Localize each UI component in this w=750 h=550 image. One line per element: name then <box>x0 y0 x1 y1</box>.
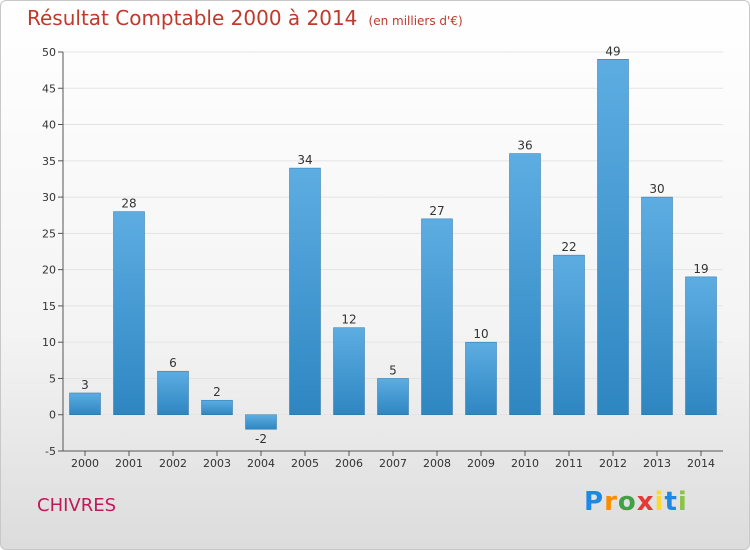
y-tick-label: 20 <box>42 264 56 277</box>
y-tick-label: 35 <box>42 155 56 168</box>
y-tick-label: 15 <box>42 300 56 313</box>
x-tick-label-2010: 2010 <box>511 457 539 470</box>
bar-2002 <box>157 370 189 415</box>
logo-letter: P <box>584 487 605 517</box>
y-tick-label: 25 <box>42 227 56 240</box>
value-label-2005: 34 <box>297 153 312 167</box>
y-tick-label: 40 <box>42 119 56 132</box>
y-tick-label: 10 <box>42 336 56 349</box>
bar-2009 <box>465 341 497 415</box>
x-tick-label-2000: 2000 <box>71 457 99 470</box>
x-tick-label-2003: 2003 <box>203 457 231 470</box>
y-tick-label: 30 <box>42 191 56 204</box>
value-label-2009: 10 <box>473 327 488 341</box>
bar-2003 <box>201 399 233 415</box>
logo-letter: o <box>617 487 637 517</box>
x-tick-label-2009: 2009 <box>467 457 495 470</box>
x-tick-label-2004: 2004 <box>247 457 275 470</box>
value-label-2012: 49 <box>605 44 620 58</box>
y-tick-label: 45 <box>42 82 56 95</box>
value-label-2013: 30 <box>649 182 664 196</box>
value-label-2006: 12 <box>341 313 356 327</box>
value-label-2000: 3 <box>81 378 89 392</box>
chart-title: Résultat Comptable 2000 à 2014 <box>27 6 358 30</box>
value-label-2007: 5 <box>389 363 397 377</box>
x-tick-label-2014: 2014 <box>687 457 715 470</box>
proxiti-logo: Proxiti <box>584 487 688 517</box>
x-tick-label-2002: 2002 <box>159 457 187 470</box>
bar-2012 <box>597 59 629 415</box>
x-tick-label-2012: 2012 <box>599 457 627 470</box>
value-label-2004: -2 <box>255 432 267 446</box>
bar-2010 <box>509 153 541 415</box>
chart-subtitle: (en milliers d'€) <box>368 14 463 28</box>
x-tick-label-2011: 2011 <box>555 457 583 470</box>
x-tick-label-2008: 2008 <box>423 457 451 470</box>
commune-name: CHIVRES <box>37 495 117 516</box>
x-tick-label-2013: 2013 <box>643 457 671 470</box>
bar-2011 <box>553 254 585 415</box>
y-tick-label: -5 <box>45 445 56 458</box>
title-line: Résultat Comptable 2000 à 2014 (en milli… <box>27 6 463 30</box>
x-tick-label-2005: 2005 <box>291 457 319 470</box>
x-tick-label-2001: 2001 <box>115 457 143 470</box>
value-label-2001: 28 <box>121 197 136 211</box>
y-tick-label: 50 <box>42 46 56 59</box>
bars-layer: 3 28 6 2 -2 34 12 5 27 10 36 22 49 30 19 <box>69 44 717 446</box>
value-label-2008: 27 <box>429 204 444 218</box>
x-tick-label-2007: 2007 <box>379 457 407 470</box>
bar-2014 <box>685 276 717 415</box>
value-label-2011: 22 <box>561 240 576 254</box>
bar-2013 <box>641 196 673 415</box>
logo-letter: r <box>604 487 618 517</box>
y-tick-label: 0 <box>49 409 56 422</box>
logo-letter: i <box>654 487 665 517</box>
bar-2001 <box>113 211 145 415</box>
value-label-2014: 19 <box>693 262 708 276</box>
x-tick-label-2006: 2006 <box>335 457 363 470</box>
bar-2004 <box>245 414 277 430</box>
value-label-2010: 36 <box>517 139 532 153</box>
bar-2008 <box>421 218 453 415</box>
bar-2007 <box>377 378 409 415</box>
value-label-2002: 6 <box>169 356 177 370</box>
bar-2000 <box>69 392 101 415</box>
value-label-2003: 2 <box>213 385 221 399</box>
bar-2006 <box>333 327 365 415</box>
y-tick-label: 5 <box>49 372 56 385</box>
logo-letter: x <box>636 487 655 517</box>
logo-letter: t <box>664 487 678 517</box>
bar-2005 <box>289 167 321 415</box>
logo-letter: i <box>677 487 688 517</box>
